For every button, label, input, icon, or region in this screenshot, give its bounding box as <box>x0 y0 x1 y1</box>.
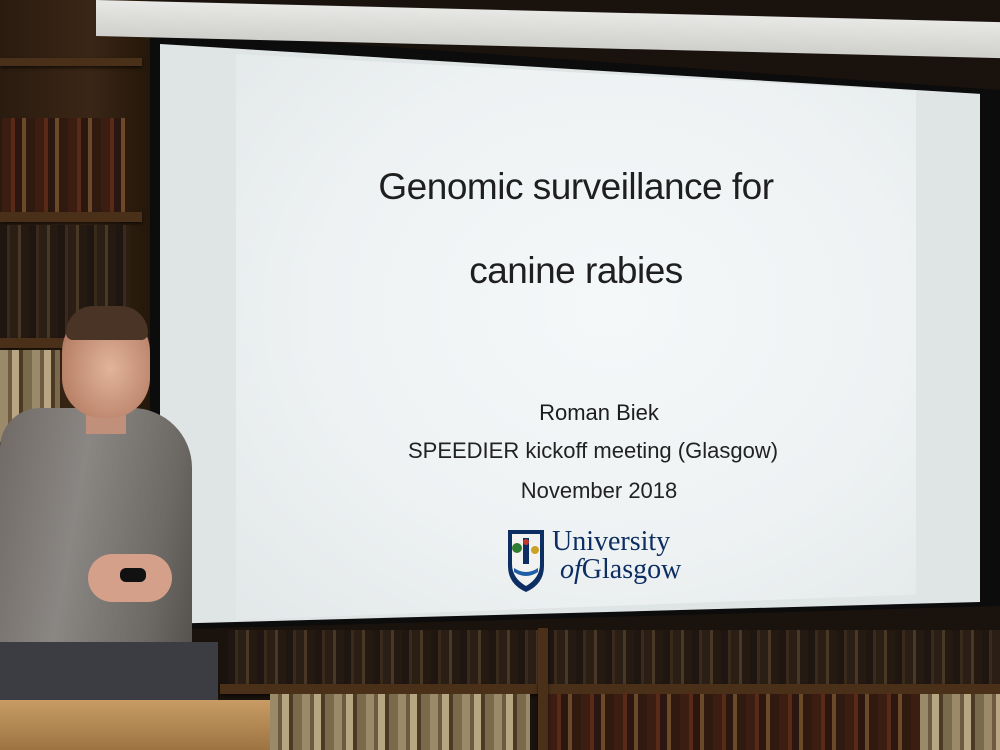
logo-text-of: of <box>560 554 582 585</box>
slide-title-line2: canine rabies <box>469 250 683 291</box>
lectern <box>0 700 270 750</box>
book-row-lower <box>548 694 920 750</box>
clicker-remote <box>120 568 146 582</box>
logo-text-line2: ofGlasgow <box>560 556 681 584</box>
book-row <box>2 118 128 214</box>
presenter-hair <box>66 306 148 340</box>
presenter-shirt <box>0 408 192 650</box>
shelf-plank <box>220 684 1000 694</box>
logo-text-glasgow: Glasgow <box>581 554 682 585</box>
book-row-lower <box>920 694 1000 750</box>
logo-text-line1: University <box>552 526 671 557</box>
shelf-plank <box>0 58 142 66</box>
university-crest-icon <box>508 530 544 592</box>
university-logo: University ofGlasgow <box>506 528 702 598</box>
slide-meeting: SPEEDIER kickoff meeting (Glasgow) <box>407 438 779 463</box>
university-logo-text: University ofGlasgow <box>552 528 681 584</box>
shelf-plank <box>0 212 142 222</box>
slide-author: Roman Biek <box>539 400 659 425</box>
shelf-divider <box>538 628 548 750</box>
book-row-lower <box>270 694 530 750</box>
slide-title-line1: Genomic surveillance for <box>378 166 774 207</box>
book-row-lower <box>228 630 1000 686</box>
presentation-slide: Genomic surveillance for canine rabies R… <box>236 54 916 620</box>
presenter <box>0 300 200 650</box>
slide-date: November 2018 <box>520 478 678 503</box>
